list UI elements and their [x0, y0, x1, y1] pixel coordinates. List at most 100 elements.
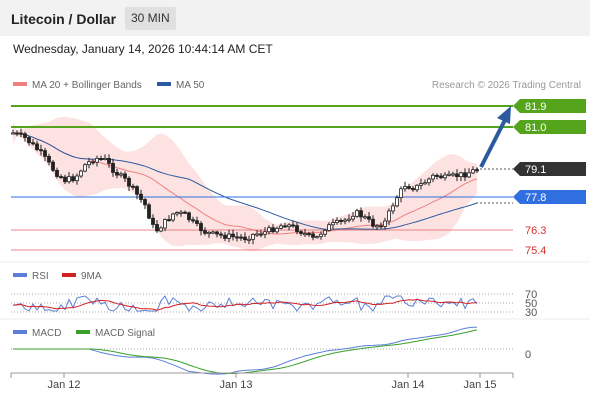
price-tag-81-0 — [513, 120, 586, 134]
candle-body — [143, 199, 147, 206]
candle-body — [315, 236, 319, 239]
candle-body — [271, 227, 275, 233]
candle-body — [39, 149, 43, 152]
price-tag-79-1 — [513, 162, 586, 176]
candle-body — [239, 236, 243, 239]
candle-body — [335, 219, 339, 223]
candle-body — [347, 218, 351, 221]
candle-body — [339, 219, 343, 222]
x-axis-label: Jan 12 — [47, 379, 80, 391]
candle-body — [431, 174, 435, 180]
x-axis-label: Jan 15 — [463, 379, 496, 391]
candle-body — [291, 224, 295, 227]
candle-body — [131, 185, 135, 188]
candle-body — [19, 132, 23, 135]
candlesticks — [11, 128, 479, 245]
candle-body — [79, 170, 83, 177]
macd-signal-swatch — [76, 330, 90, 335]
candle-body — [383, 220, 387, 227]
candle-body — [55, 169, 59, 177]
candle-body — [251, 233, 255, 240]
candle-body — [439, 175, 443, 179]
candle-body — [319, 233, 323, 237]
candle-body — [31, 142, 35, 145]
candle-body — [255, 233, 259, 236]
candle-body — [231, 233, 235, 238]
interval-badge[interactable]: 30 MIN — [125, 7, 176, 30]
candle-body — [463, 172, 467, 178]
candle-body — [259, 233, 263, 236]
price-label: 81.0 — [525, 122, 546, 134]
candle-body — [283, 225, 287, 228]
candle-body — [247, 238, 251, 241]
price-tag-81-9 — [513, 99, 586, 113]
candle-body — [323, 229, 327, 235]
candle-body — [11, 132, 15, 135]
rsi-ma-swatch — [62, 273, 76, 278]
candle-body — [27, 137, 31, 144]
candle-body — [23, 133, 27, 138]
candle-body — [35, 143, 39, 150]
candle-body — [243, 236, 247, 241]
candle-body — [187, 212, 191, 221]
legend-ma20-label: MA 20 + Bollinger Bands — [32, 80, 142, 91]
candle-body — [203, 230, 207, 234]
candle-body — [83, 164, 87, 172]
ma20-swatch — [13, 82, 27, 87]
candle-body — [91, 161, 95, 164]
legend-macd-signal: MACD Signal — [76, 328, 155, 339]
candle-body — [171, 213, 175, 221]
candle-body — [295, 225, 299, 233]
candle-body — [127, 177, 131, 187]
candle-body — [427, 178, 431, 184]
candle-body — [183, 211, 187, 214]
candle-body — [167, 219, 171, 222]
candle-body — [175, 212, 179, 215]
copyright-note: Research © 2026 Trading Central — [431, 80, 581, 91]
forecast-arrow-head — [497, 106, 511, 124]
candle-body — [387, 210, 391, 222]
candle-body — [331, 222, 335, 226]
candle-body — [371, 218, 375, 227]
candle-body — [63, 176, 67, 183]
legend-rsi-ma: 9MA — [62, 271, 102, 282]
candle-body — [43, 150, 47, 157]
candle-body — [263, 231, 267, 235]
legend-macd-signal-label: MACD Signal — [95, 328, 156, 339]
candle-body — [223, 234, 227, 239]
ma50-line — [12, 132, 478, 230]
candle-body — [99, 157, 103, 160]
candle-body — [219, 233, 223, 236]
candle-body — [359, 210, 363, 218]
candle-body — [447, 173, 451, 176]
candle-body — [151, 217, 155, 225]
candle-body — [163, 219, 167, 229]
candle-body — [375, 225, 379, 228]
candle-body — [303, 233, 307, 236]
x-axis-label: Jan 14 — [391, 379, 424, 391]
candle-body — [307, 233, 311, 236]
candle-body — [207, 231, 211, 234]
candle-body — [71, 176, 75, 182]
candle-body — [147, 204, 151, 219]
rsi-axis-label: 70 — [525, 289, 537, 301]
candle-body — [95, 157, 99, 163]
price-label: 77.8 — [525, 192, 546, 204]
candle-body — [51, 161, 55, 171]
candle-body — [467, 172, 471, 178]
price-tag-77-8 — [513, 190, 586, 204]
candle-body — [191, 219, 195, 222]
candle-body — [195, 220, 199, 224]
candle-body — [407, 186, 411, 189]
legend-ma20: MA 20 + Bollinger Bands — [13, 80, 142, 91]
chart-header: Litecoin / Dollar 30 MIN — [0, 0, 590, 36]
candle-body — [327, 224, 331, 231]
candle-body — [455, 173, 459, 177]
legend-macd-label: MACD — [32, 328, 62, 339]
candle-body — [363, 216, 367, 219]
rsi-ma-line — [12, 298, 478, 311]
price-label: 76.3 — [525, 225, 546, 237]
ma50-swatch — [157, 82, 171, 87]
candle-body — [475, 169, 479, 172]
